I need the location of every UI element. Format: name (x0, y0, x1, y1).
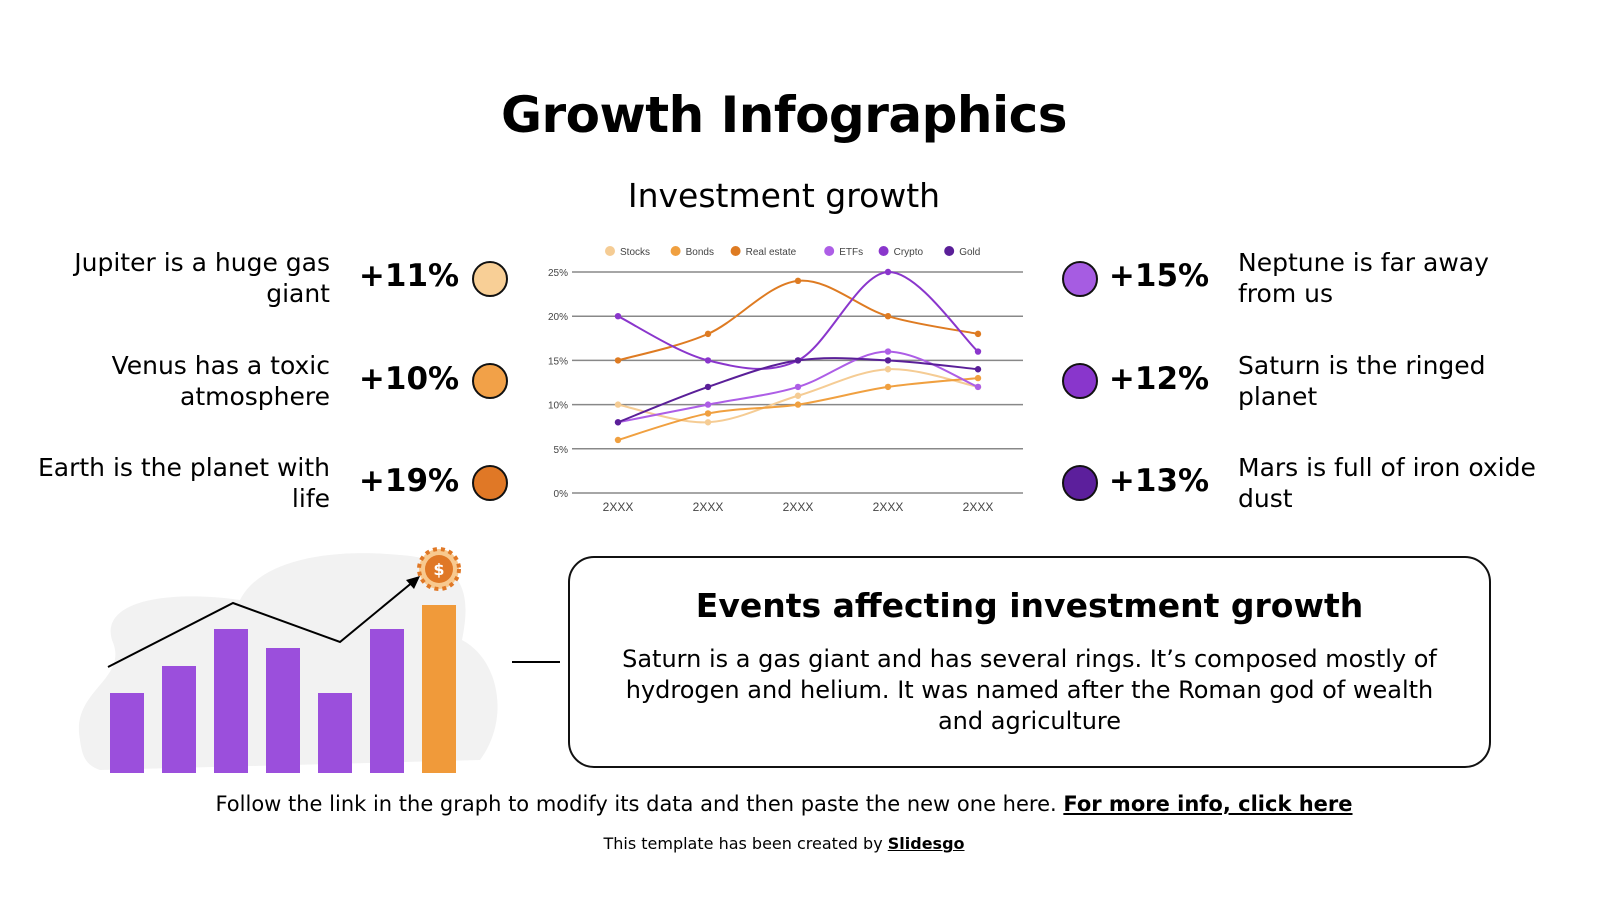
series-line-crypto (617, 270, 979, 370)
legend-marker (824, 246, 835, 256)
data-point (614, 313, 622, 320)
legend-label: Real estate (746, 247, 797, 258)
more-info-link[interactable]: For more info, click here (1063, 792, 1353, 816)
data-point (704, 419, 712, 426)
data-point (614, 357, 622, 364)
legend-label: Stocks (620, 247, 650, 258)
data-point (794, 401, 802, 408)
y-tick-label: 20% (548, 312, 568, 323)
legend-marker (944, 246, 955, 256)
right-item-value: +13% (1108, 463, 1210, 499)
data-point (884, 348, 892, 355)
data-point (704, 357, 712, 364)
legend-marker (878, 246, 889, 256)
data-point (704, 330, 712, 338)
illustration-bar (370, 629, 404, 773)
arrow-head-icon (406, 576, 420, 589)
x-tick-label: 2XXX (783, 500, 814, 514)
footer-note: Follow the link in the graph to modify i… (0, 792, 1568, 816)
left-item-value: +10% (358, 361, 460, 397)
data-point (794, 277, 802, 285)
data-point (704, 401, 712, 408)
x-tick-label: 2XXX (963, 500, 994, 514)
left-item-value: +19% (358, 463, 460, 499)
illustration-bar (110, 693, 144, 773)
data-point (794, 357, 802, 364)
data-point (704, 383, 712, 391)
credit-note: This template has been created by Slides… (0, 834, 1568, 853)
legend-marker (605, 246, 615, 256)
left-item-description: Earth is the planet with life (37, 453, 330, 513)
legend-marker (730, 246, 741, 256)
left-item-value: +11% (358, 258, 460, 294)
left-item-description: Venus has a toxic atmosphere (111, 351, 330, 411)
right-item-description: Mars is full of iron oxide dust (1238, 453, 1536, 513)
illustration-bar (214, 629, 248, 773)
x-tick-label: 2XXX (603, 500, 634, 514)
investment-line-chart: 0% 5% 10% 15% 20% 25% 2XXX 2XXX 2XXX 2XXX 2XXX Stoc… (548, 246, 1023, 514)
right-item-description: Saturn is the ringed planet (1238, 351, 1486, 411)
data-point (884, 357, 892, 364)
x-tick-label: 2XXX (693, 500, 724, 514)
data-point (704, 410, 712, 417)
events-box: Events affecting investment growth Satur… (568, 556, 1491, 768)
data-point (974, 366, 982, 373)
data-point (884, 366, 892, 373)
y-tick-label: 0% (554, 489, 569, 500)
data-point (884, 383, 892, 391)
illustration-bar (318, 693, 352, 773)
legend-label: Bonds (686, 247, 714, 258)
color-dot-icon (472, 363, 508, 399)
data-point (794, 383, 802, 391)
dollar-coin-icon: $ (417, 547, 461, 591)
data-point (794, 392, 802, 399)
right-item-description: Neptune is far away from us (1238, 248, 1489, 308)
illustration-bar (422, 605, 456, 773)
color-dot-icon (472, 465, 508, 501)
color-dot-icon (1062, 465, 1098, 501)
data-point (974, 330, 982, 338)
illustration-bar (266, 648, 300, 773)
left-item-description: Jupiter is a huge gas giant (74, 248, 330, 308)
legend-label: Crypto (894, 247, 924, 258)
data-point (974, 374, 982, 382)
legend-label: ETFs (839, 247, 863, 258)
credit-text: This template has been created by (603, 834, 888, 853)
events-body: Saturn is a gas giant and has several ri… (622, 645, 1437, 735)
y-tick-label: 5% (554, 445, 569, 456)
color-dot-icon (1062, 363, 1098, 399)
slidesgo-link[interactable]: Slidesgo (887, 834, 965, 853)
illustration-bar (162, 666, 196, 773)
y-tick-label: 10% (548, 401, 568, 412)
data-point (974, 383, 982, 391)
legend-marker (670, 246, 681, 256)
trend-line (107, 580, 415, 668)
right-item-value: +12% (1108, 361, 1210, 397)
x-tick-label: 2XXX (873, 500, 904, 514)
page-title: Growth Infographics (500, 86, 1068, 144)
data-point (614, 401, 622, 408)
right-item-value: +15% (1108, 258, 1210, 294)
footer-text: Follow the link in the graph to modify i… (215, 792, 1064, 816)
y-tick-label: 25% (548, 268, 568, 279)
growth-illustration: $ (78, 547, 560, 773)
dollar-sign: $ (433, 560, 444, 579)
color-dot-icon (472, 261, 508, 297)
data-point (884, 268, 892, 276)
data-point (614, 419, 622, 426)
events-title: Events affecting investment growth (695, 586, 1364, 625)
legend-label: Gold (959, 247, 980, 258)
chart-subtitle: Investment growth (627, 176, 941, 215)
y-tick-label: 15% (548, 356, 568, 367)
data-point (884, 313, 892, 320)
data-point (974, 348, 982, 355)
data-point (614, 436, 622, 444)
color-dot-icon (1062, 261, 1098, 297)
